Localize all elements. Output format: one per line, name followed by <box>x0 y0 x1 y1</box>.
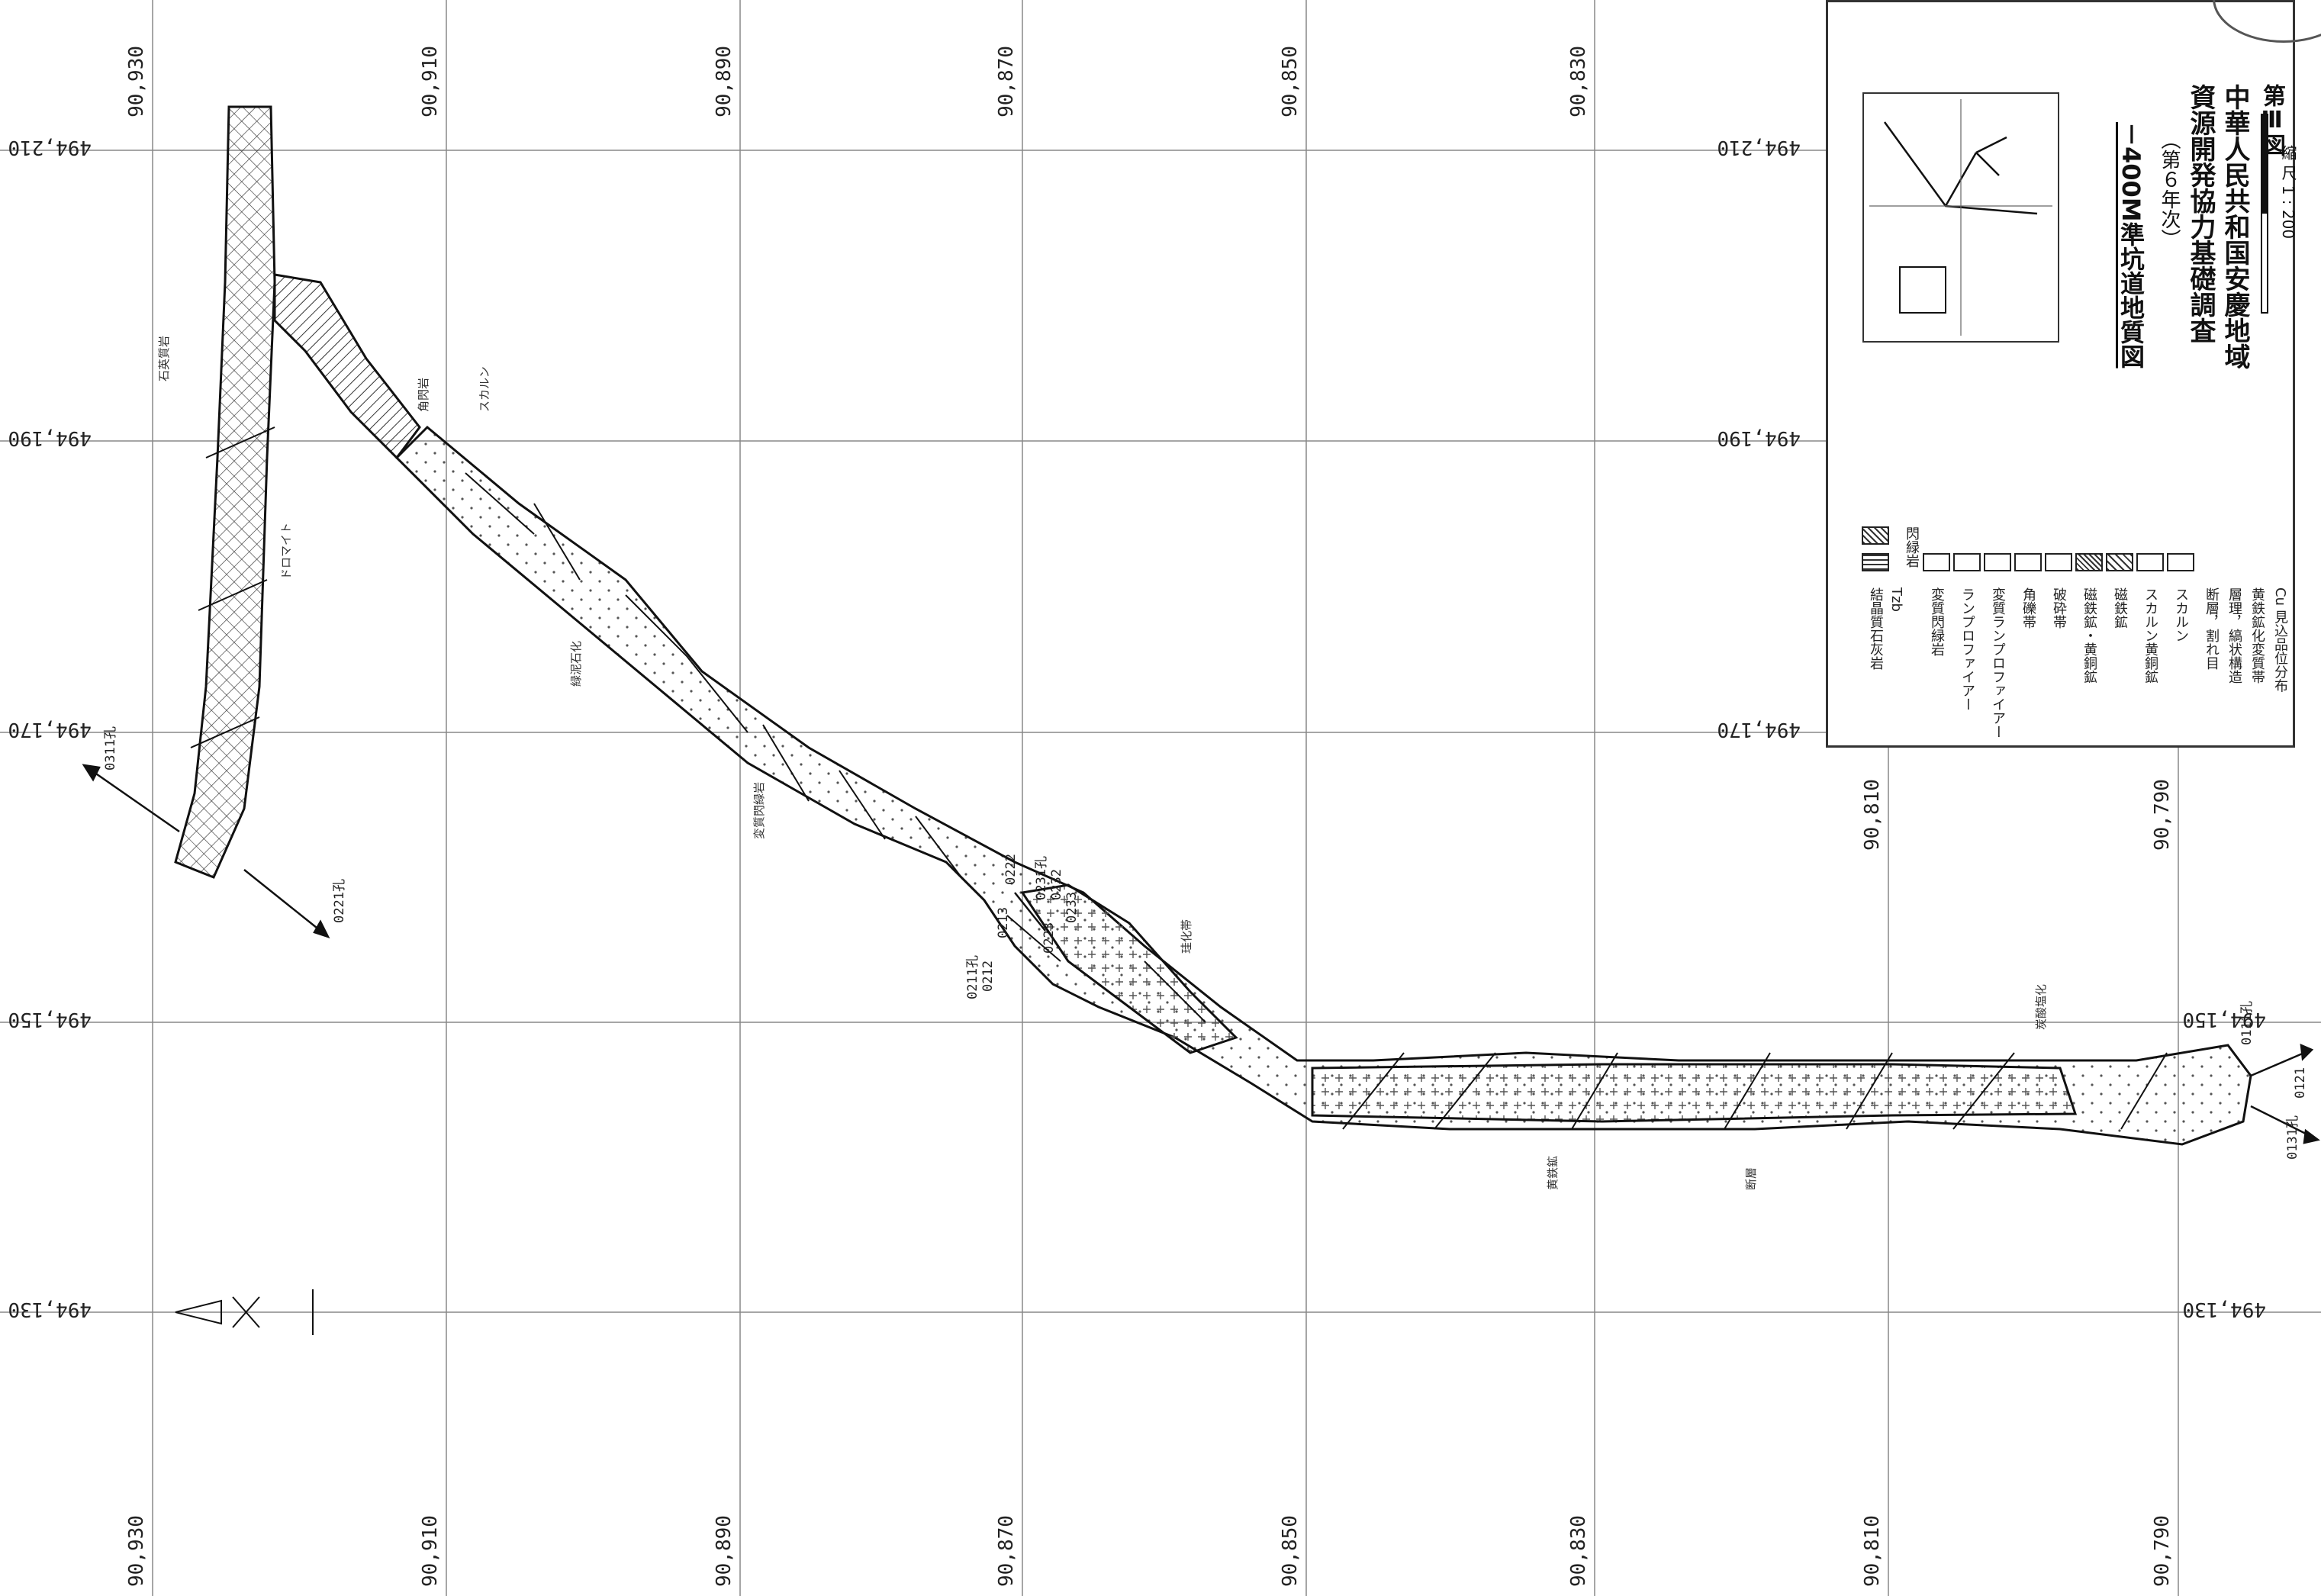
x-label: 90,850 <box>1279 46 1302 117</box>
legend-label: 結晶質石灰岩 <box>1868 587 1884 670</box>
x-label: 90,890 <box>713 1515 736 1587</box>
note: ドロマイト <box>279 523 293 580</box>
legend-swatch <box>2075 553 2103 571</box>
sample-label: 0131孔 <box>2285 1115 2300 1160</box>
sample-label: 0223 <box>1041 922 1057 954</box>
legend-label: 磁鉄鉱 <box>2112 587 2128 629</box>
legend-swatch <box>2167 553 2194 571</box>
note: 変質閃緑岩 <box>752 782 766 839</box>
legend-label: 黄鉄鉱化変質帯 <box>2249 587 2265 684</box>
x-grid-labels: 90,930 90,910 90,890 90,870 90,850 90,83… <box>125 46 2174 1587</box>
note: スカルン <box>478 366 491 412</box>
sample-label: 0222 <box>1003 854 1019 885</box>
title-line-1: 中華人民共和国安慶地域 <box>2220 84 2250 369</box>
legend-swatch <box>1953 553 1981 571</box>
y-label: 494,210 <box>1717 136 1801 159</box>
legend-label: 閃緑岩 <box>1904 526 1920 568</box>
x-label: 90,830 <box>1567 1515 1590 1587</box>
note: 緑泥石化 <box>569 641 583 687</box>
map-subtitle: －400M準坑道地質図 <box>2117 122 2146 368</box>
sample-label: 0232 <box>1049 869 1064 900</box>
legend-label: ランプロファイアー <box>1959 587 1975 711</box>
sample-label: 0231孔 <box>1034 856 1049 900</box>
drift-branch-northeast <box>273 273 421 460</box>
note: 黄鉄鉱 <box>1546 1156 1560 1190</box>
y-label: 494,150 <box>2182 1008 2266 1031</box>
legend-swatch <box>1862 526 1889 545</box>
note: 断層 <box>1744 1167 1758 1190</box>
x-label: 90,810 <box>1861 1515 1884 1587</box>
legend-swatch <box>1984 553 2011 571</box>
x-label: 90,830 <box>1567 46 1590 117</box>
note: 珪化帯 <box>1180 919 1193 954</box>
legend-label: 磁鉄鉱・黄銅鉱 <box>2081 587 2097 684</box>
x-label: 90,850 <box>1279 1515 1302 1587</box>
drift-branch-north <box>174 105 276 879</box>
sample-label: 0212 <box>980 960 996 992</box>
x-label: 90,790 <box>2151 779 2174 851</box>
x-label: 90,930 <box>125 1515 148 1587</box>
scale-label: 縮 尺 1 : 200 <box>2279 145 2297 240</box>
legend-swatch <box>2106 553 2133 571</box>
drift-main <box>394 425 2252 1146</box>
note: 石英質岩 <box>157 336 171 381</box>
title-line-3: （第６年次） <box>2158 130 2181 249</box>
x-label: 90,910 <box>419 46 442 117</box>
y-label: 494,170 <box>1717 718 1801 741</box>
note: 炭酸塩化 <box>2034 984 2048 1030</box>
sample-label: 0111孔 <box>2239 1001 2255 1045</box>
legend-label: スカルン <box>2173 587 2189 642</box>
x-label: 90,790 <box>2151 1515 2174 1587</box>
legend-swatch <box>1923 553 1950 571</box>
sample-label: 0213 <box>996 907 1011 938</box>
x-label: 90,890 <box>713 46 736 117</box>
note: 角閃岩 <box>417 378 430 412</box>
sample-label: 0121 <box>2293 1067 2308 1099</box>
legend-label: 変質閃緑岩 <box>1929 587 1945 656</box>
legend-label: Cu 見込品位分布 <box>2272 587 2288 693</box>
borehole-arrows <box>82 764 2320 1144</box>
x-label: 90,910 <box>419 1515 442 1587</box>
y-label: 494,210 <box>8 136 92 159</box>
sample-label: 0211孔 <box>965 955 980 999</box>
legend-label: 断層，割れ目 <box>2204 587 2220 670</box>
sample-labels: 0311孔 0221孔 0222 0223 0213 0211孔 0212 02… <box>103 726 2308 1160</box>
structures <box>190 426 2168 1130</box>
drift-segment-mid <box>1020 883 1238 1054</box>
y-label: 494,190 <box>1717 426 1801 449</box>
y-label: 494,130 <box>2182 1298 2266 1321</box>
y-label: 494,130 <box>8 1298 92 1321</box>
legend-label: 破砕帯 <box>2051 587 2067 629</box>
legend-label: 角礫帯 <box>2020 587 2036 629</box>
x-label: 90,870 <box>995 1515 1018 1587</box>
x-label: 90,810 <box>1861 779 1884 851</box>
legend-label: スカルン黄銅鉱 <box>2142 587 2158 684</box>
x-label: 90,870 <box>995 46 1018 117</box>
title-line-2: 資源開発協力基礎調査 <box>2185 84 2216 343</box>
y-label: 494,190 <box>8 426 92 449</box>
y-label: 494,170 <box>8 718 92 741</box>
sample-label: 0233 <box>1064 892 1080 923</box>
legend-label: 層理，縞状構造 <box>2226 587 2242 684</box>
legend-code: Tzb <box>1888 587 1904 612</box>
annotations: 石英質岩 角閃岩 スカルン ドロマイト 緑泥石化 変質閃緑岩 珪化帯 黄鉄鉱 炭… <box>157 336 2048 1190</box>
legend-swatch <box>1862 553 1889 571</box>
sample-label: 0221孔 <box>332 879 347 923</box>
legend-label: 変質ランプロファイアー <box>1990 587 2006 738</box>
legend-swatch <box>2045 553 2072 571</box>
north-arrow-icon <box>175 1289 314 1335</box>
y-label: 494,150 <box>8 1008 92 1031</box>
scale-bar <box>2261 114 2268 314</box>
drift <box>174 105 2252 1146</box>
legend-swatch <box>2014 553 2042 571</box>
x-label: 90,930 <box>125 46 148 117</box>
drift-segment-east <box>1311 1063 2078 1123</box>
legend-swatch <box>2136 553 2164 571</box>
sample-label: 0311孔 <box>103 726 118 771</box>
inset-map <box>1862 92 2059 343</box>
y-grid-labels: 494,210 494,190 494,170 494,150 494,130 … <box>8 136 2266 1321</box>
